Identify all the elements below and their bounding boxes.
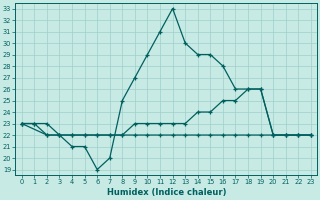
X-axis label: Humidex (Indice chaleur): Humidex (Indice chaleur): [107, 188, 226, 197]
